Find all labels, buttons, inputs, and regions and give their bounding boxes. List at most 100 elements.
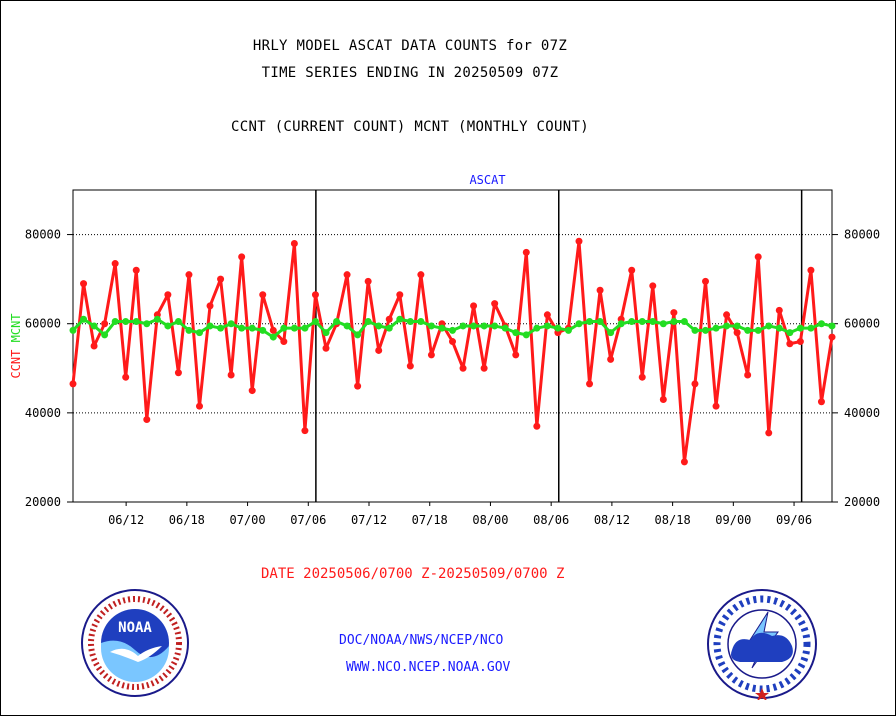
data-point-mcnt bbox=[596, 317, 604, 325]
data-point-mcnt bbox=[459, 322, 467, 330]
x-tick-label: 07/00 bbox=[230, 513, 266, 527]
data-point-ccnt bbox=[754, 253, 762, 261]
data-point-mcnt bbox=[712, 324, 720, 332]
y-axis-label-ccnt: CCNT bbox=[9, 350, 23, 379]
data-point-mcnt bbox=[343, 322, 351, 330]
data-point-ccnt bbox=[259, 291, 267, 299]
data-point-ccnt bbox=[427, 351, 435, 359]
data-point-ccnt bbox=[607, 355, 615, 363]
data-point-mcnt bbox=[333, 317, 341, 325]
data-point-ccnt bbox=[301, 427, 309, 435]
data-point-ccnt bbox=[744, 371, 752, 379]
y-tick-label-right: 40000 bbox=[844, 406, 880, 420]
website-link[interactable]: WWW.NCO.NCEP.NOAA.GOV bbox=[346, 660, 511, 675]
data-point-ccnt bbox=[111, 260, 119, 268]
data-point-ccnt bbox=[248, 387, 256, 395]
data-point-mcnt bbox=[354, 331, 362, 339]
data-point-ccnt bbox=[575, 237, 583, 245]
data-point-mcnt bbox=[164, 322, 172, 330]
data-point-mcnt bbox=[406, 317, 414, 325]
data-point-ccnt bbox=[354, 382, 362, 390]
data-point-ccnt bbox=[723, 311, 731, 319]
x-tick-label: 07/12 bbox=[351, 513, 387, 527]
x-tick-label: 09/06 bbox=[776, 513, 812, 527]
data-point-mcnt bbox=[575, 320, 583, 328]
data-point-mcnt bbox=[786, 329, 794, 337]
data-point-ccnt bbox=[280, 338, 288, 346]
noaa-logo-icon: NOAA bbox=[81, 589, 189, 697]
org-path-link[interactable]: DOC/NOAA/NWS/NCEP/NCO bbox=[339, 633, 504, 648]
data-point-mcnt bbox=[491, 322, 499, 330]
chart-title-line1: HRLY MODEL ASCAT DATA COUNTS for 07Z bbox=[252, 38, 568, 54]
data-point-mcnt bbox=[280, 324, 288, 332]
data-point-mcnt bbox=[132, 317, 140, 325]
data-point-ccnt bbox=[659, 395, 667, 403]
data-point-mcnt bbox=[828, 322, 836, 330]
data-point-mcnt bbox=[733, 322, 741, 330]
data-point-ccnt bbox=[227, 371, 235, 379]
data-point-mcnt bbox=[543, 322, 551, 330]
data-point-ccnt bbox=[817, 398, 825, 406]
y-axis-label: CCNT MCNT bbox=[9, 313, 23, 378]
data-point-ccnt bbox=[786, 340, 794, 348]
data-point-ccnt bbox=[480, 364, 488, 372]
data-point-ccnt bbox=[775, 306, 783, 314]
data-point-mcnt bbox=[512, 329, 520, 337]
noaa-logo-text: NOAA bbox=[118, 620, 152, 636]
data-point-ccnt bbox=[417, 271, 425, 279]
data-point-ccnt bbox=[90, 342, 98, 350]
data-point-mcnt bbox=[564, 326, 572, 334]
y-tick-label-right: 80000 bbox=[844, 228, 880, 242]
data-point-ccnt bbox=[586, 380, 594, 388]
data-point-mcnt bbox=[817, 320, 825, 328]
data-point-mcnt bbox=[659, 320, 667, 328]
data-point-mcnt bbox=[480, 322, 488, 330]
data-point-mcnt bbox=[196, 329, 203, 337]
data-point-mcnt bbox=[322, 329, 330, 337]
data-point-ccnt bbox=[164, 291, 172, 299]
data-point-mcnt bbox=[617, 320, 625, 328]
y-tick-label-left: 60000 bbox=[25, 317, 61, 331]
data-point-mcnt bbox=[501, 324, 509, 332]
data-point-ccnt bbox=[238, 253, 246, 261]
data-point-ccnt bbox=[132, 266, 140, 274]
data-point-mcnt bbox=[417, 317, 425, 325]
data-point-mcnt bbox=[438, 324, 446, 332]
data-point-ccnt bbox=[649, 282, 657, 290]
data-point-ccnt bbox=[796, 338, 804, 346]
data-point-mcnt bbox=[227, 320, 235, 328]
data-point-mcnt bbox=[290, 324, 298, 332]
y-tick-label-left: 40000 bbox=[25, 406, 61, 420]
data-point-ccnt bbox=[311, 291, 319, 299]
data-point-ccnt bbox=[628, 266, 636, 274]
data-point-mcnt bbox=[206, 322, 214, 330]
data-point-mcnt bbox=[396, 315, 404, 323]
data-point-ccnt bbox=[691, 380, 699, 388]
data-point-mcnt bbox=[269, 333, 277, 341]
data-point-mcnt bbox=[680, 317, 688, 325]
data-point-mcnt bbox=[691, 326, 699, 334]
data-point-mcnt bbox=[80, 315, 88, 323]
date-range-label: DATE 20250506/0700 Z-20250509/0700 Z bbox=[261, 566, 565, 582]
x-tick-label: 06/18 bbox=[169, 513, 205, 527]
y-tick-label-left: 80000 bbox=[25, 228, 61, 242]
data-point-mcnt bbox=[375, 322, 383, 330]
data-point-mcnt bbox=[765, 322, 773, 330]
data-point-mcnt bbox=[449, 326, 456, 334]
data-point-ccnt bbox=[69, 380, 77, 388]
data-point-mcnt bbox=[238, 324, 246, 332]
data-point-mcnt bbox=[259, 326, 267, 334]
data-point-mcnt bbox=[101, 331, 109, 339]
data-point-ccnt bbox=[522, 248, 530, 256]
data-point-ccnt bbox=[470, 302, 478, 310]
data-point-mcnt bbox=[217, 324, 225, 332]
data-point-mcnt bbox=[638, 317, 646, 325]
data-point-ccnt bbox=[364, 277, 372, 285]
data-point-mcnt bbox=[470, 322, 478, 330]
data-point-ccnt bbox=[406, 362, 414, 370]
y-tick-label-left: 20000 bbox=[25, 495, 61, 509]
data-point-mcnt bbox=[754, 326, 762, 334]
data-point-ccnt bbox=[670, 309, 678, 317]
data-point-ccnt bbox=[322, 344, 330, 352]
y-axis-label-mcnt: MCNT bbox=[9, 313, 23, 349]
